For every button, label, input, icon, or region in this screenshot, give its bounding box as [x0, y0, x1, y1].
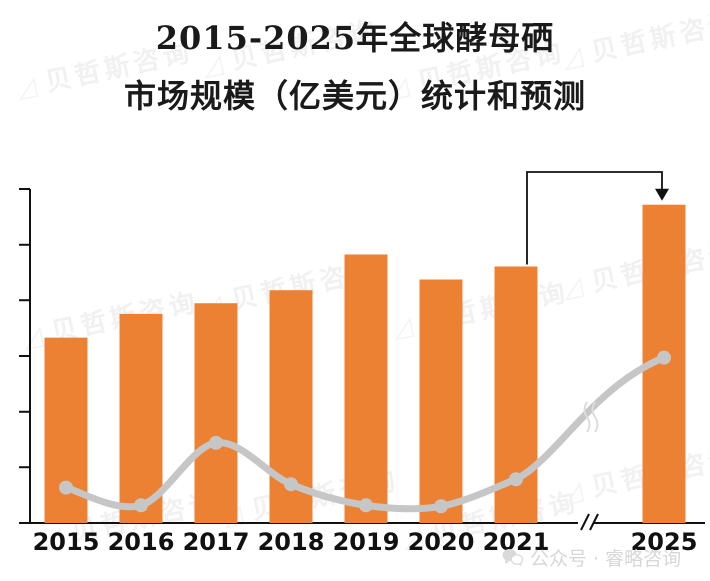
trend-line-segment-2: [512, 354, 668, 483]
footer-watermark-text: 公众号 · 睿略咨询: [530, 548, 682, 570]
bar-2016: [119, 313, 163, 523]
x-axis-break-slash-1: [580, 513, 590, 531]
line-marker-2019: [359, 498, 373, 513]
annotation-bracket: [526, 171, 663, 265]
growth-annotation: [526, 171, 669, 265]
chart-title-line-2: 市场规模（亿美元）统计和预测: [123, 77, 586, 115]
line-marker-2021: [509, 472, 523, 487]
line-marker-2025: [657, 350, 671, 365]
annotation-arrowhead: [655, 188, 669, 201]
bar-series: [44, 204, 686, 524]
bar-2017: [194, 303, 238, 523]
line-marker-2018: [284, 477, 298, 492]
x-axis-label-2019: 2019: [332, 528, 400, 556]
bar-2019: [344, 254, 388, 524]
axis-break-marks: [580, 401, 599, 531]
line-marker-2015: [59, 480, 73, 495]
chart-title-block: 2015-2025年全球酵母硒 市场规模（亿美元）统计和预测: [0, 16, 710, 120]
line-marker-2017: [209, 435, 223, 450]
x-axis-label-2021: 2021: [482, 528, 550, 556]
line-marker-2016: [134, 498, 148, 513]
x-axis-label-2015: 2015: [32, 528, 100, 556]
line-break-slash-1: [583, 401, 591, 433]
line-marker-2020: [434, 499, 448, 514]
x-axis-break-slash-2: [589, 513, 599, 531]
x-axis-label-2025: 2025: [630, 528, 698, 556]
line-break-slash-2: [591, 401, 599, 433]
x-axis-label-2016: 2016: [107, 528, 175, 556]
x-axis-labels: 2015 2016 2017 2018 2019 2020 2021 2025: [0, 528, 710, 568]
x-axis-label-2018: 2018: [257, 528, 325, 556]
x-axis-label-2020: 2020: [407, 528, 475, 556]
chart-title-line-1: 2015-2025年全球酵母硒: [155, 19, 555, 57]
wechat-icon: [502, 548, 524, 567]
line-series: [59, 350, 671, 514]
x-axis-label-2017: 2017: [182, 528, 250, 556]
bar-2020: [419, 279, 463, 523]
footer-watermark: 公众号 · 睿略咨询: [502, 544, 681, 571]
